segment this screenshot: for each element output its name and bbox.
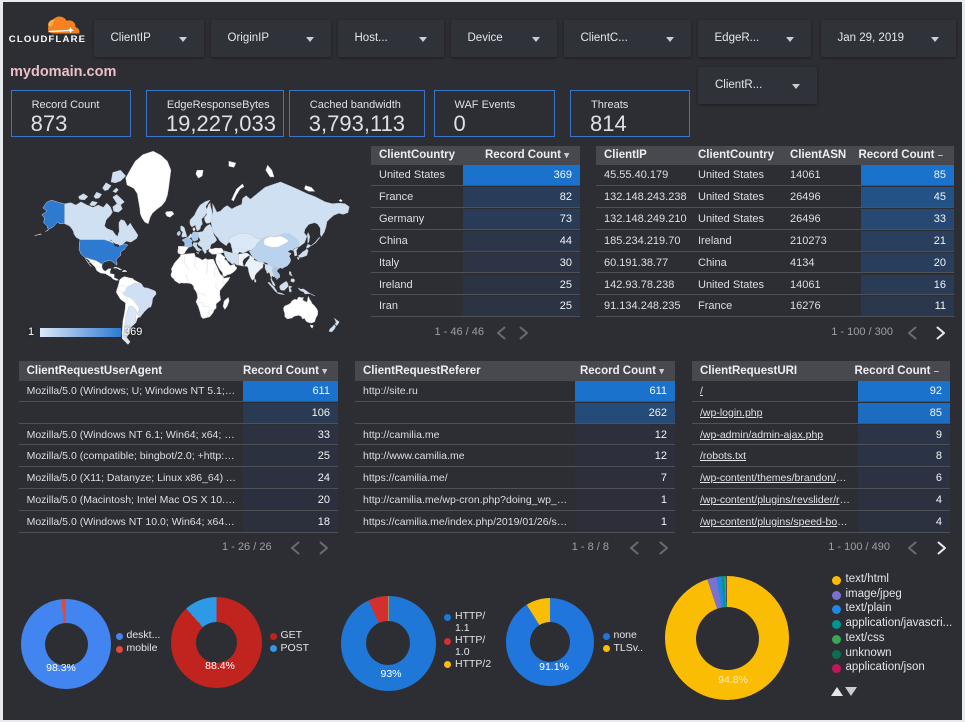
svg-text:CLOUDFLARE: CLOUDFLARE <box>9 34 86 45</box>
